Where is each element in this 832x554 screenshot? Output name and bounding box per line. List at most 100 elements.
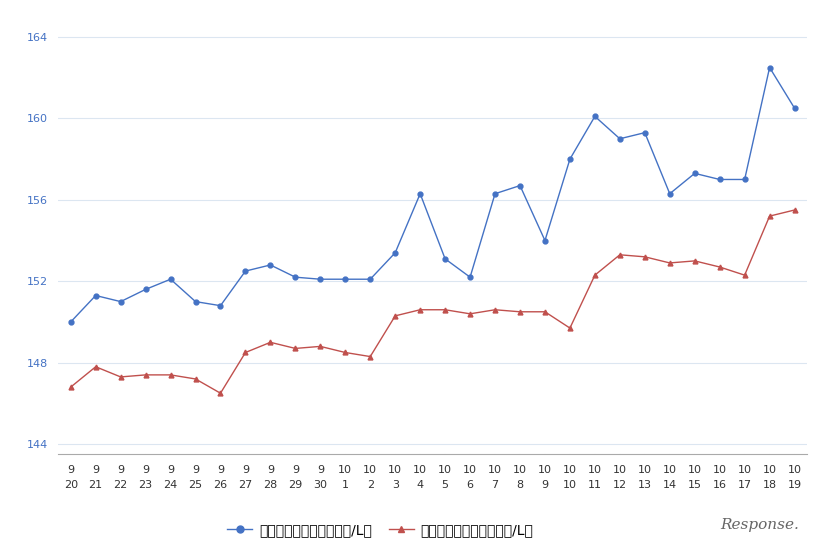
レギュラー看板価格（円/L） — [215, 302, 225, 309]
レギュラー看板価格（円/L） — [365, 276, 375, 283]
Text: 22: 22 — [113, 480, 128, 490]
Text: 15: 15 — [688, 480, 701, 490]
Line: レギュラー看板価格（円/L）: レギュラー看板価格（円/L） — [68, 65, 797, 325]
Text: 9: 9 — [242, 465, 249, 475]
レギュラー実売価格（円/L） — [315, 343, 325, 350]
レギュラー看板価格（円/L） — [690, 170, 700, 177]
Text: 10: 10 — [738, 465, 751, 475]
Text: 10: 10 — [613, 465, 626, 475]
Text: 14: 14 — [663, 480, 676, 490]
レギュラー看板価格（円/L） — [415, 191, 425, 197]
Text: 19: 19 — [788, 480, 801, 490]
レギュラー実売価格（円/L） — [415, 306, 425, 313]
Text: 9: 9 — [542, 480, 548, 490]
Text: 10: 10 — [438, 465, 452, 475]
Text: 10: 10 — [488, 465, 502, 475]
Text: 26: 26 — [214, 480, 227, 490]
Text: 23: 23 — [139, 480, 152, 490]
Text: 10: 10 — [638, 465, 651, 475]
レギュラー看板価格（円/L） — [515, 182, 525, 189]
Text: 10: 10 — [339, 465, 352, 475]
レギュラー実売価格（円/L） — [116, 373, 126, 380]
レギュラー実売価格（円/L） — [740, 272, 750, 279]
レギュラー看板価格（円/L） — [565, 156, 575, 162]
レギュラー実売価格（円/L） — [690, 258, 700, 264]
レギュラー実売価格（円/L） — [665, 260, 675, 266]
レギュラー実売価格（円/L） — [365, 353, 375, 360]
Text: 1: 1 — [342, 480, 349, 490]
レギュラー看板価格（円/L） — [191, 298, 201, 305]
レギュラー実売価格（円/L） — [565, 325, 575, 331]
Text: 9: 9 — [217, 465, 224, 475]
レギュラー実売価格（円/L） — [515, 309, 525, 315]
Text: 10: 10 — [414, 465, 427, 475]
Text: 10: 10 — [763, 465, 776, 475]
Text: 13: 13 — [638, 480, 651, 490]
Text: 10: 10 — [389, 465, 402, 475]
レギュラー看板価格（円/L） — [540, 237, 550, 244]
Text: 10: 10 — [788, 465, 801, 475]
レギュラー看板価格（円/L） — [440, 255, 450, 262]
レギュラー看板価格（円/L） — [315, 276, 325, 283]
レギュラー看板価格（円/L） — [490, 191, 500, 197]
Text: 10: 10 — [563, 465, 577, 475]
Text: 8: 8 — [517, 480, 523, 490]
Text: 30: 30 — [314, 480, 327, 490]
レギュラー実売価格（円/L） — [265, 339, 275, 346]
Text: 10: 10 — [713, 465, 726, 475]
Text: 9: 9 — [292, 465, 299, 475]
Text: 9: 9 — [167, 465, 174, 475]
レギュラー実売価格（円/L） — [790, 207, 800, 213]
レギュラー実売価格（円/L） — [66, 384, 76, 391]
Text: 10: 10 — [513, 465, 527, 475]
Line: レギュラー実売価格（円/L）: レギュラー実売価格（円/L） — [68, 208, 797, 396]
Text: 9: 9 — [67, 465, 74, 475]
レギュラー実売価格（円/L） — [141, 372, 151, 378]
レギュラー実売価格（円/L） — [166, 372, 176, 378]
レギュラー看板価格（円/L） — [465, 274, 475, 280]
Text: 5: 5 — [442, 480, 448, 490]
レギュラー実売価格（円/L） — [390, 312, 400, 319]
Text: 28: 28 — [263, 480, 278, 490]
Text: 11: 11 — [588, 480, 602, 490]
レギュラー看板価格（円/L） — [640, 129, 650, 136]
Text: 24: 24 — [163, 480, 178, 490]
Text: 9: 9 — [317, 465, 324, 475]
レギュラー実売価格（円/L） — [540, 309, 550, 315]
Text: 18: 18 — [763, 480, 776, 490]
Text: 10: 10 — [663, 465, 676, 475]
レギュラー看板価格（円/L） — [590, 113, 600, 120]
レギュラー看板価格（円/L） — [740, 176, 750, 183]
Text: 10: 10 — [588, 465, 602, 475]
レギュラー看板価格（円/L） — [240, 268, 250, 274]
レギュラー看板価格（円/L） — [91, 292, 101, 299]
レギュラー看板価格（円/L） — [340, 276, 350, 283]
レギュラー看板価格（円/L） — [166, 276, 176, 283]
レギュラー看板価格（円/L） — [715, 176, 725, 183]
レギュラー実売価格（円/L） — [715, 264, 725, 270]
Text: 16: 16 — [713, 480, 726, 490]
Text: 9: 9 — [117, 465, 124, 475]
Text: 9: 9 — [142, 465, 149, 475]
Text: 20: 20 — [64, 480, 77, 490]
Text: 9: 9 — [92, 465, 99, 475]
レギュラー実売価格（円/L） — [465, 310, 475, 317]
Text: 9: 9 — [267, 465, 274, 475]
Text: 2: 2 — [367, 480, 374, 490]
Text: 4: 4 — [417, 480, 423, 490]
レギュラー実売価格（円/L） — [490, 306, 500, 313]
Text: 21: 21 — [89, 480, 102, 490]
レギュラー看板価格（円/L） — [66, 319, 76, 325]
Text: 12: 12 — [613, 480, 626, 490]
Text: 17: 17 — [738, 480, 751, 490]
Text: 10: 10 — [364, 465, 377, 475]
Text: 9: 9 — [192, 465, 199, 475]
Text: 6: 6 — [467, 480, 473, 490]
レギュラー実売価格（円/L） — [290, 345, 300, 352]
Text: 10: 10 — [688, 465, 701, 475]
レギュラー看板価格（円/L） — [265, 261, 275, 268]
レギュラー実売価格（円/L） — [440, 306, 450, 313]
レギュラー看板価格（円/L） — [290, 274, 300, 280]
レギュラー実売価格（円/L） — [615, 252, 625, 258]
レギュラー看板価格（円/L） — [390, 249, 400, 256]
